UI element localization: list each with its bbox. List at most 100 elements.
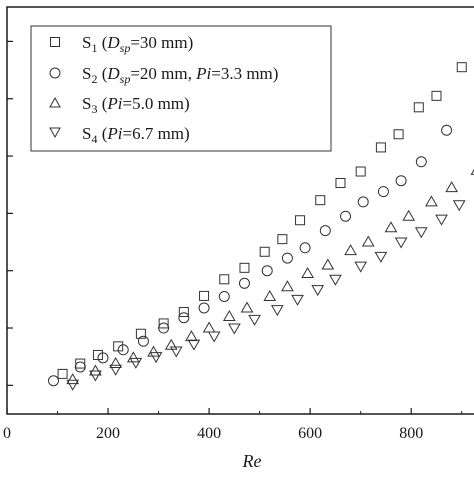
data-point [147, 345, 160, 357]
data-point [335, 177, 346, 188]
data-point [357, 196, 369, 208]
data-point [355, 166, 366, 177]
data-point [329, 274, 342, 286]
points-layer [47, 62, 474, 391]
data-point [394, 237, 408, 249]
data-point [109, 364, 122, 376]
legend-label-s4: S4 (Pi=6.7 mm) [82, 124, 190, 146]
legend-s3-paren: ( [97, 94, 107, 113]
data-point [158, 318, 169, 329]
plot-frame [6, 6, 474, 415]
data-point [47, 375, 59, 387]
data-point [315, 195, 326, 206]
data-point [239, 262, 250, 273]
data-point [135, 328, 146, 339]
data-point [340, 210, 352, 222]
data-point [222, 310, 236, 322]
data-point [109, 357, 122, 369]
legend-label-s3: S3 (Pi=5.0 mm) [82, 94, 190, 116]
data-point [414, 227, 428, 239]
data-point [281, 280, 294, 292]
data-point [169, 346, 183, 358]
data-point [89, 370, 102, 382]
legend-label-s1: S1 (Dsp=30 mm) [82, 33, 193, 55]
series-1 [57, 62, 467, 379]
x-tick-label: 600 [298, 425, 322, 442]
legend-s4-sub: 4 [91, 132, 97, 146]
data-point [137, 335, 149, 347]
legend-s2-rest2: =3.3 mm) [211, 64, 278, 83]
data-point [117, 344, 129, 356]
data-point [445, 181, 458, 193]
legend-s2-var2: Pi [195, 64, 211, 83]
legend-s2-main: S [82, 64, 91, 83]
legend-s2-rest: =20 mm, [130, 64, 196, 83]
data-point [74, 361, 86, 373]
data-point [277, 234, 288, 245]
legend-s3-sub: 3 [91, 102, 97, 116]
data-point [452, 200, 466, 212]
data-point [199, 290, 210, 301]
data-point [431, 90, 442, 101]
data-point [425, 195, 438, 207]
data-point [321, 258, 335, 270]
data-point [238, 277, 250, 289]
data-point [281, 252, 293, 264]
legend-s1-var: D [106, 33, 120, 52]
legend-s4-var: Pi [106, 124, 122, 143]
data-point [441, 124, 453, 136]
data-point [301, 267, 314, 279]
data-point [219, 274, 230, 285]
legend-s2-var-sub: sp [120, 72, 131, 86]
legend-marker-s2 [49, 67, 61, 79]
data-point [456, 62, 467, 73]
series-3 [66, 168, 474, 385]
series-4 [66, 200, 466, 391]
data-point [164, 338, 178, 350]
data-point [259, 246, 270, 257]
data-point [207, 331, 221, 343]
legend-s2-paren: ( [97, 64, 107, 83]
data-point [66, 379, 80, 391]
data-point [57, 368, 68, 379]
legend-s1-rest: =30 mm) [130, 33, 193, 52]
legend-box [30, 25, 332, 152]
data-point [413, 102, 424, 113]
legend-marker-s3 [49, 96, 61, 108]
data-point [185, 330, 198, 342]
data-point [178, 312, 190, 324]
legend-s1-main: S [82, 33, 91, 52]
data-point [198, 302, 210, 314]
ticks-layer: 0 200 400 600 800 [3, 40, 463, 442]
x-tick-label: 0 [3, 425, 11, 442]
data-point [75, 358, 86, 369]
data-point [263, 289, 277, 301]
series-2 [47, 124, 453, 387]
legend-s3-rest: =5.0 mm) [123, 94, 190, 113]
legend-label-s2: S2 (Dsp=20 mm, Pi=3.3 mm) [82, 64, 278, 86]
legend-s2-sub: 2 [91, 72, 97, 86]
data-point [187, 339, 201, 351]
legend-marker-s4 [49, 127, 61, 139]
data-point [149, 352, 163, 364]
legend: S1 (Dsp=30 mm) S2 (Dsp=20 mm, Pi=3.3 mm)… [30, 25, 332, 152]
legend-s1-var-sub: sp [120, 41, 131, 55]
data-point [129, 357, 143, 369]
data-point [295, 215, 306, 226]
legend-s4-main: S [82, 124, 91, 143]
x-tick-label: 800 [399, 425, 423, 442]
data-point [354, 261, 368, 273]
data-point [261, 265, 273, 277]
data-point [375, 142, 386, 153]
legend-s4-paren: ( [97, 124, 107, 143]
data-point [248, 314, 261, 326]
data-point [270, 305, 284, 317]
data-point [395, 175, 407, 187]
data-point [240, 301, 254, 313]
data-point [393, 129, 404, 140]
data-point [415, 156, 427, 168]
legend-s3-var: Pi [106, 94, 122, 113]
x-tick-label: 200 [96, 425, 120, 442]
